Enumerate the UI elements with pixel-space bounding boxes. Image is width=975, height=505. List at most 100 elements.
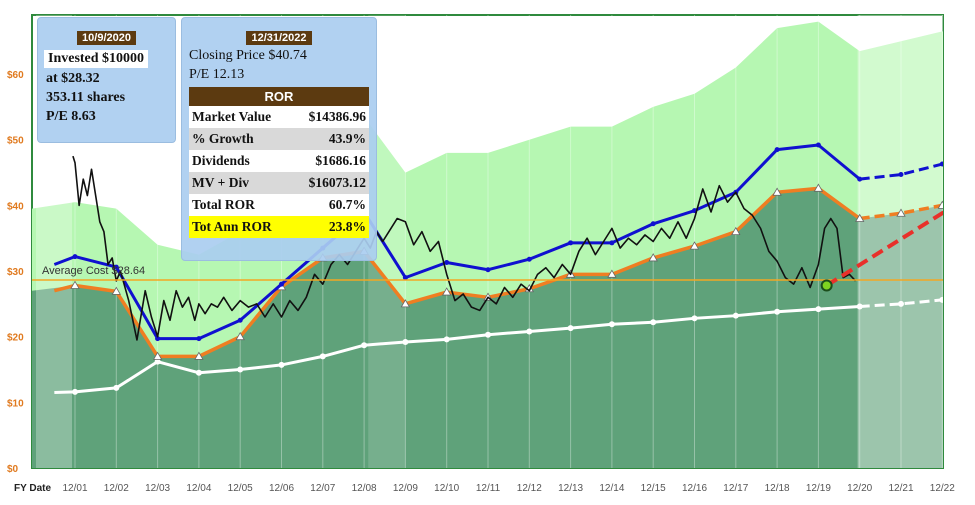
- dividend-value-point: [608, 321, 615, 328]
- x-axis-label: FY Date: [14, 483, 51, 494]
- ror-label: Market Value: [192, 109, 272, 124]
- low-pe-marker: [772, 187, 782, 196]
- ror-value: 60.7%: [328, 197, 366, 212]
- ror-label: Dividends: [192, 153, 250, 168]
- low-pe-marker: [194, 351, 204, 360]
- x-tick-label: 12/03: [145, 483, 170, 494]
- high-pe-value-point: [279, 281, 284, 287]
- dividend-value-point: [237, 366, 244, 373]
- dividend-value-point: [939, 296, 943, 303]
- y-tick-label: $60: [7, 70, 24, 81]
- dividend-value-point: [113, 384, 120, 391]
- high-pe-value-point: [402, 275, 408, 281]
- low-pe-marker: [442, 287, 452, 296]
- x-tick-label: 12/01: [62, 483, 87, 494]
- ror-value: $16073.12: [308, 175, 366, 190]
- high-pe-value-point: [526, 256, 532, 262]
- high-pe-value-point: [196, 336, 202, 342]
- projection-shade: [857, 15, 943, 468]
- high-pe-value-point: [444, 260, 450, 266]
- x-tick-label: 12/21: [888, 483, 913, 494]
- low-pe-marker: [152, 351, 163, 360]
- y-tick-label: $30: [7, 267, 24, 278]
- projection-line: [825, 210, 943, 288]
- low-pe-marker: [111, 286, 121, 295]
- ror-row-total-ror: Total ROR 60.7%: [189, 194, 369, 216]
- x-tick-label: 12/04: [186, 483, 211, 494]
- y-tick-label: $0: [7, 464, 19, 475]
- dividend-value-point: [526, 328, 533, 335]
- x-tick-label: 12/07: [310, 483, 335, 494]
- ror-value: 23.8%: [328, 219, 366, 234]
- x-tick-label: 12/02: [104, 483, 129, 494]
- high-pe-value-point: [485, 267, 491, 273]
- high-pe-value-point: [609, 240, 615, 246]
- purchase-date-badge: 10/9/2020: [77, 31, 136, 45]
- dividend-value-point: [650, 319, 657, 326]
- high-pe-value-point: [815, 142, 821, 148]
- dividend-value-point: [691, 315, 698, 322]
- high-pe-value-point: [155, 336, 161, 342]
- dividend-value-projection: [859, 298, 943, 308]
- dividend-value-point: [815, 306, 822, 313]
- ror-row-market-value: Market Value $14386.96: [189, 106, 369, 128]
- current-pe: P/E 12.13: [189, 67, 245, 82]
- x-tick-label: 12/05: [228, 483, 253, 494]
- dividend-value-point: [732, 312, 739, 319]
- dividend-value-point: [898, 300, 904, 307]
- invested-amount: Invested $10000: [44, 50, 149, 68]
- ror-row-tot-ann-ror: Tot Ann ROR 23.8%: [189, 216, 369, 238]
- ror-value: $1686.16: [315, 153, 366, 168]
- dividend-value-point: [361, 342, 368, 349]
- x-tick-label: 12/14: [599, 483, 624, 494]
- purchase-pe: P/E 8.63: [46, 109, 96, 124]
- dividend-value-point: [485, 331, 491, 338]
- current-date-badge: 12/31/2022: [246, 31, 312, 45]
- dividend-value-point: [154, 358, 161, 365]
- high-pe-value-point: [939, 161, 943, 167]
- shares-count: 353.11 shares: [46, 90, 126, 105]
- dividend-value-point: [72, 388, 78, 395]
- low-pe-marker: [70, 280, 80, 289]
- low-pe-marker: [235, 331, 245, 341]
- ror-info-box: 12/31/2022 Closing Price $40.74 P/E 12.1…: [181, 17, 377, 261]
- high-pe-value-point: [113, 264, 119, 270]
- low-pe-marker: [937, 200, 943, 209]
- ror-row-dividends: Dividends $1686.16: [189, 150, 369, 172]
- current-price-point: [820, 279, 833, 292]
- x-tick-label: 12/22: [930, 483, 955, 494]
- dividend-value-point: [567, 325, 574, 332]
- dividend-value-point: [856, 303, 863, 310]
- x-tick-label: 12/09: [393, 483, 418, 494]
- y-tick-label: $10: [7, 398, 24, 409]
- x-tick-label: 12/18: [765, 483, 790, 494]
- x-tick-label: 12/20: [847, 483, 872, 494]
- purchase-info-box: 10/9/2020 Invested $10000 at $28.32 353.…: [37, 17, 176, 143]
- y-tick-label: $50: [7, 136, 24, 147]
- x-tick-label: 12/12: [517, 483, 542, 494]
- low-pe-marker: [607, 269, 617, 278]
- dividend-value-point: [319, 353, 326, 360]
- x-tick-label: 12/08: [352, 483, 377, 494]
- x-tick-label: 12/17: [723, 483, 748, 494]
- x-tick-label: 12/15: [641, 483, 666, 494]
- projection-target-point: [950, 201, 959, 210]
- ror-row-growth: % Growth 43.9%: [189, 128, 369, 150]
- x-tick-label: 12/10: [434, 483, 459, 494]
- high-pe-value-point: [774, 147, 780, 153]
- high-pe-value-point: [568, 240, 574, 246]
- x-tick-label: 12/16: [682, 483, 707, 494]
- dividend-value-point: [278, 361, 285, 368]
- dividend-value-point: [443, 336, 450, 343]
- high-pe-value-point: [237, 317, 243, 323]
- low-price-band: [32, 188, 943, 468]
- low-pe-marker: [731, 226, 741, 236]
- purchase-price: at $28.32: [46, 71, 100, 86]
- x-tick-label: 12/19: [806, 483, 831, 494]
- price-line: [72, 155, 857, 341]
- low-pe-marker: [855, 213, 865, 222]
- average-cost-label: Average Cost $28.64: [42, 265, 145, 277]
- low-pe-marker: [400, 299, 411, 308]
- low-pe-marker: [648, 253, 658, 262]
- ror-header: ROR: [189, 87, 369, 106]
